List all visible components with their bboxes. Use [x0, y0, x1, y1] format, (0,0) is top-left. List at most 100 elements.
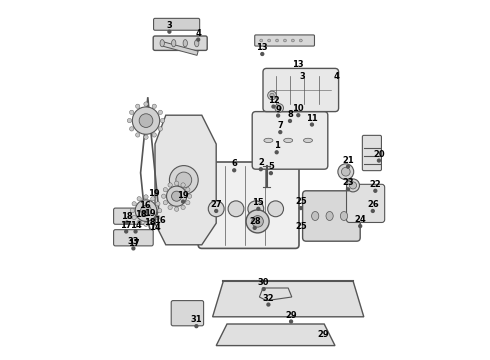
Circle shape — [268, 39, 270, 42]
Polygon shape — [216, 324, 335, 346]
Circle shape — [134, 230, 137, 233]
Circle shape — [158, 110, 163, 114]
Circle shape — [132, 215, 136, 220]
FancyBboxPatch shape — [346, 184, 385, 222]
Text: 32: 32 — [263, 294, 274, 302]
Text: 19: 19 — [177, 191, 189, 199]
Text: 18: 18 — [144, 218, 156, 227]
Circle shape — [144, 195, 148, 199]
Text: 30: 30 — [258, 278, 270, 287]
Circle shape — [252, 216, 263, 227]
Text: 7: 7 — [277, 121, 283, 130]
Circle shape — [163, 188, 168, 192]
Circle shape — [132, 247, 135, 250]
Circle shape — [158, 127, 163, 131]
Circle shape — [187, 194, 192, 198]
Text: 14: 14 — [130, 220, 142, 230]
Circle shape — [233, 169, 236, 172]
Text: 31: 31 — [191, 315, 202, 324]
Text: 4: 4 — [195, 29, 201, 38]
Ellipse shape — [195, 40, 199, 47]
Circle shape — [167, 186, 187, 206]
Circle shape — [125, 230, 127, 233]
Circle shape — [374, 189, 377, 192]
Circle shape — [257, 207, 260, 210]
FancyBboxPatch shape — [171, 301, 204, 326]
Text: 27: 27 — [210, 200, 222, 209]
Polygon shape — [259, 288, 292, 301]
Circle shape — [130, 208, 134, 213]
Circle shape — [132, 202, 136, 206]
Circle shape — [272, 105, 275, 108]
Circle shape — [152, 133, 156, 137]
Circle shape — [261, 53, 264, 55]
Circle shape — [377, 159, 380, 162]
Text: 23: 23 — [342, 179, 354, 188]
Text: 13: 13 — [256, 43, 268, 52]
Circle shape — [135, 200, 157, 221]
Circle shape — [270, 93, 274, 98]
Text: 15: 15 — [252, 198, 264, 207]
Circle shape — [279, 131, 282, 134]
Ellipse shape — [284, 138, 293, 143]
Circle shape — [284, 39, 286, 42]
Circle shape — [275, 151, 278, 154]
FancyBboxPatch shape — [114, 230, 153, 246]
Ellipse shape — [183, 40, 187, 47]
Text: 14: 14 — [149, 223, 161, 232]
FancyBboxPatch shape — [363, 135, 381, 171]
FancyBboxPatch shape — [252, 112, 328, 169]
Ellipse shape — [326, 212, 333, 220]
Text: 26: 26 — [367, 200, 379, 209]
Circle shape — [172, 191, 182, 201]
Circle shape — [141, 205, 151, 216]
Circle shape — [299, 39, 302, 42]
Circle shape — [260, 39, 263, 42]
Circle shape — [290, 320, 293, 323]
Text: 16: 16 — [154, 216, 166, 225]
Circle shape — [268, 91, 276, 100]
Text: 18: 18 — [135, 210, 147, 219]
Circle shape — [129, 110, 134, 114]
FancyBboxPatch shape — [303, 191, 360, 241]
Circle shape — [197, 38, 199, 41]
Text: 3: 3 — [300, 72, 305, 81]
Circle shape — [137, 220, 141, 225]
Text: 5: 5 — [268, 162, 274, 171]
Polygon shape — [213, 281, 364, 317]
Circle shape — [228, 201, 244, 217]
Text: 18: 18 — [121, 212, 133, 220]
Text: 25: 25 — [295, 197, 307, 206]
Circle shape — [125, 221, 128, 224]
Text: 12: 12 — [268, 96, 279, 105]
Circle shape — [275, 104, 284, 112]
Circle shape — [346, 165, 349, 168]
Text: 11: 11 — [306, 114, 318, 122]
Text: 8: 8 — [287, 110, 293, 119]
Text: 2: 2 — [258, 158, 264, 167]
Circle shape — [215, 210, 218, 212]
Circle shape — [156, 215, 160, 220]
Circle shape — [299, 207, 302, 210]
Circle shape — [168, 30, 171, 33]
Text: 21: 21 — [342, 156, 354, 165]
Circle shape — [168, 205, 172, 210]
Circle shape — [151, 220, 155, 225]
Circle shape — [259, 168, 262, 171]
Circle shape — [342, 167, 350, 176]
Circle shape — [311, 123, 314, 126]
Text: 29: 29 — [318, 330, 329, 339]
Text: 24: 24 — [354, 215, 366, 224]
Text: 13: 13 — [293, 60, 304, 69]
Circle shape — [270, 172, 272, 175]
Circle shape — [195, 325, 198, 328]
Polygon shape — [155, 115, 216, 245]
Circle shape — [157, 208, 162, 213]
Text: 29: 29 — [285, 310, 297, 320]
Ellipse shape — [303, 138, 313, 143]
Text: 10: 10 — [293, 104, 304, 113]
Circle shape — [338, 164, 354, 180]
Ellipse shape — [172, 40, 176, 47]
Circle shape — [292, 39, 294, 42]
Circle shape — [181, 183, 185, 187]
